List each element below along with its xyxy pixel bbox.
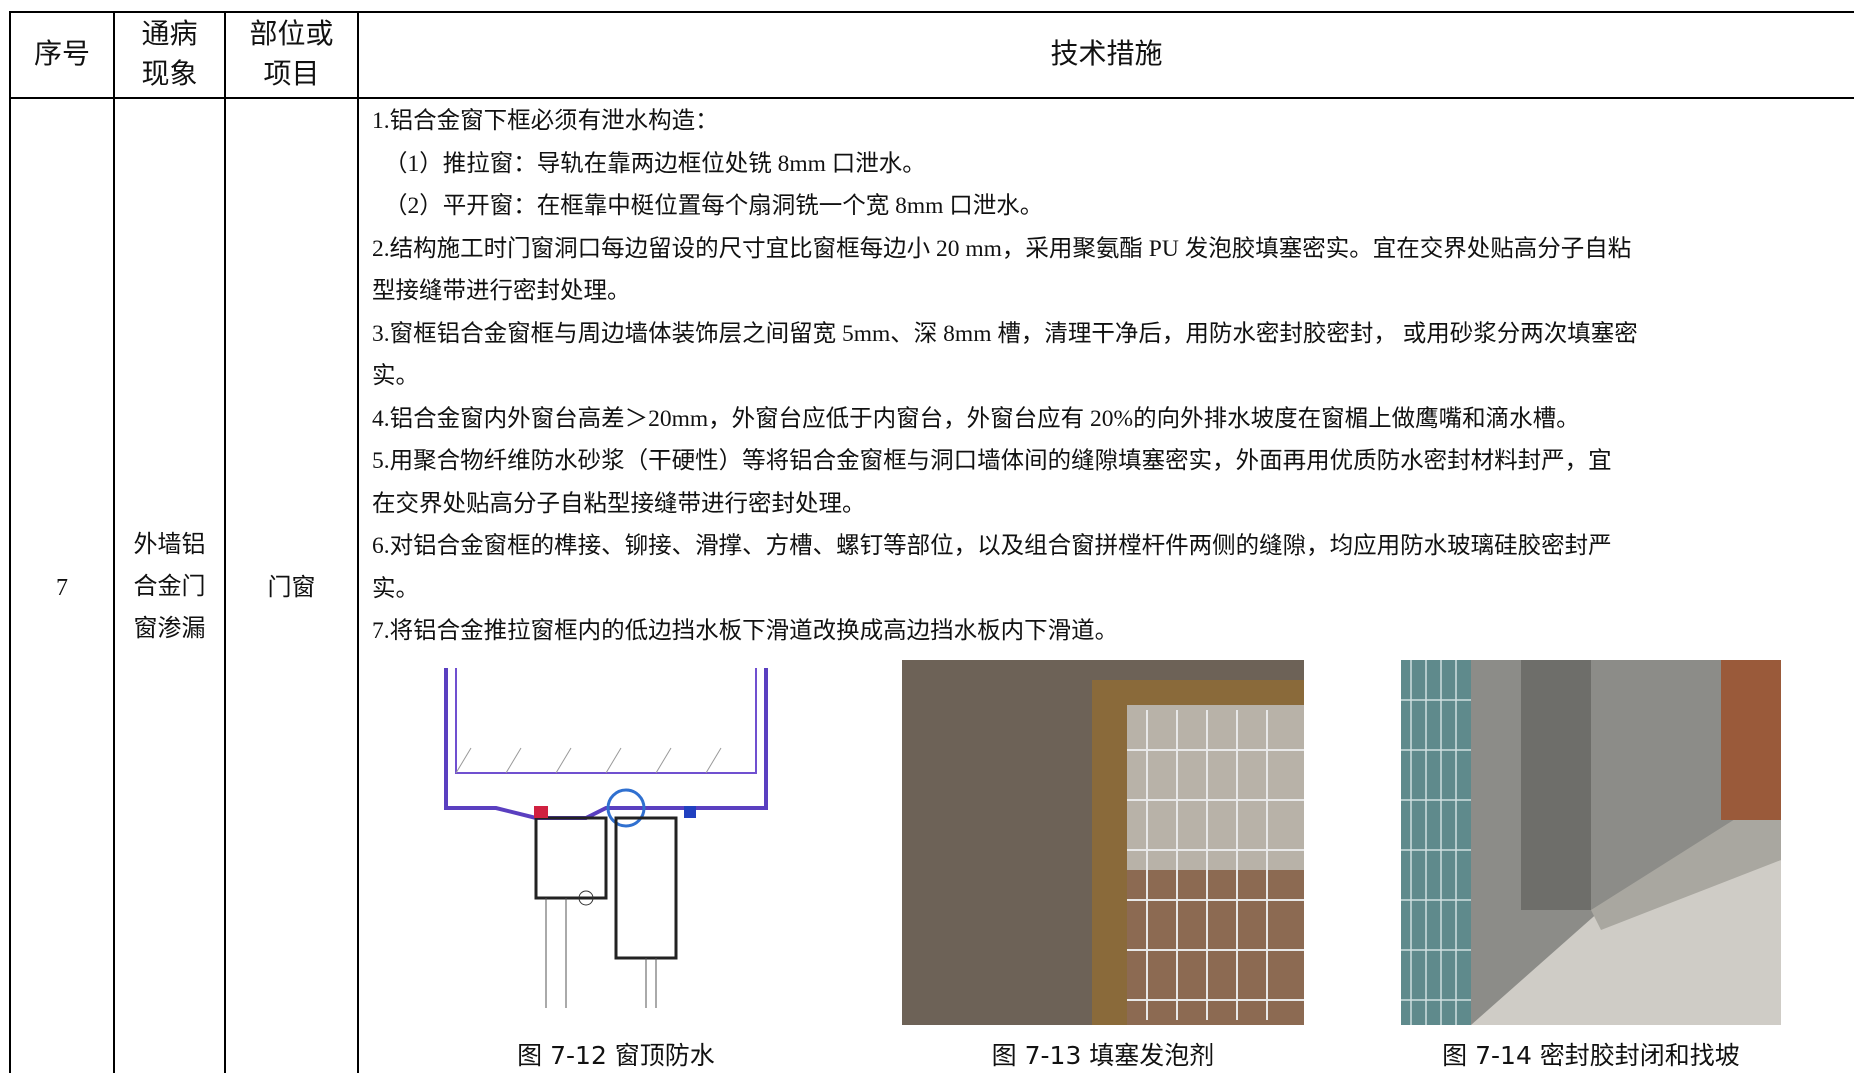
figure-caption: 图 7-13 填塞发泡剂	[991, 1041, 1215, 1070]
header-text: 技术措施	[1050, 37, 1163, 70]
rule	[9, 97, 1854, 99]
header-cell: 序号	[11, 34, 113, 74]
header-cell: 部位或 项目	[226, 14, 357, 94]
figure-photo	[902, 660, 1304, 1025]
location-cell: 门窗	[267, 575, 316, 601]
rule	[224, 11, 226, 1073]
rule	[357, 11, 359, 1073]
measure-line: 5.用聚合物纤维防水砂浆（干硬性）等将铝合金窗框与洞口墙体间的缝隙填塞密实，外面…	[372, 448, 1612, 474]
measure-line: 型接缝带进行密封处理。	[372, 278, 631, 304]
header-text: 部位或	[249, 17, 334, 50]
measure-line: 在交界处贴高分子自粘型接缝带进行密封处理。	[372, 490, 866, 517]
measure-line: 3.窗框铝合金窗框与周边墙体装饰层之间留宽 5mm、深 8mm 槽，清理干净后，…	[372, 320, 1638, 347]
measure-line: （2）平开窗：在框靠中梃位置每个扇洞铣一个宽 8mm 口泄水。	[384, 193, 1044, 219]
measure-line: 1.铝合金窗下框必须有泄水构造：	[372, 108, 719, 134]
measure-line: 实。	[372, 575, 419, 602]
header-text: 项目	[263, 57, 320, 90]
defect-cell: 外墙铝 合金门 窗渗漏	[115, 524, 224, 650]
measure-line: 2.结构施工时门窗洞口每边留设的尺寸宜比窗框每边小 20 mm，采用聚氨酯 PU…	[372, 235, 1632, 262]
measure-line: （1）推拉窗：导轨在靠两边框位处铣 8mm 口泄水。	[384, 150, 926, 177]
defect-text: 合金门	[133, 574, 206, 600]
header-text: 现象	[141, 57, 198, 90]
figure-drawing	[426, 668, 806, 1018]
measure-line: 4.铝合金窗内外窗台高差＞20mm，外窗台应低于内窗台，外窗台应有 20%的向外…	[372, 405, 1580, 432]
rule	[9, 11, 11, 1073]
header-text: 通病	[141, 17, 198, 50]
row-number: 7	[56, 575, 68, 601]
figure-photo	[1401, 660, 1781, 1025]
defect-text: 窗渗漏	[133, 616, 206, 642]
header-cell: 技术措施	[359, 34, 1854, 74]
figure-caption: 图 7-14 密封胶封闭和找坡	[1442, 1041, 1740, 1070]
figure-caption: 图 7-12 窗顶防水	[517, 1041, 715, 1070]
defect-text: 外墙铝	[133, 532, 206, 558]
rule	[9, 11, 1854, 13]
measure-line: 7.将铝合金推拉窗框内的低边挡水板下滑道改换成高边挡水板内下滑道。	[372, 618, 1119, 644]
header-cell: 通病 现象	[115, 14, 224, 94]
header-text: 序号	[33, 37, 90, 70]
measure-line: 实。	[372, 363, 419, 389]
measure-line: 6.对铝合金窗框的榫接、铆接、滑撑、方槽、螺钉等部位，以及组合窗拼樘杆件两侧的缝…	[372, 533, 1612, 559]
rule	[113, 11, 115, 1073]
